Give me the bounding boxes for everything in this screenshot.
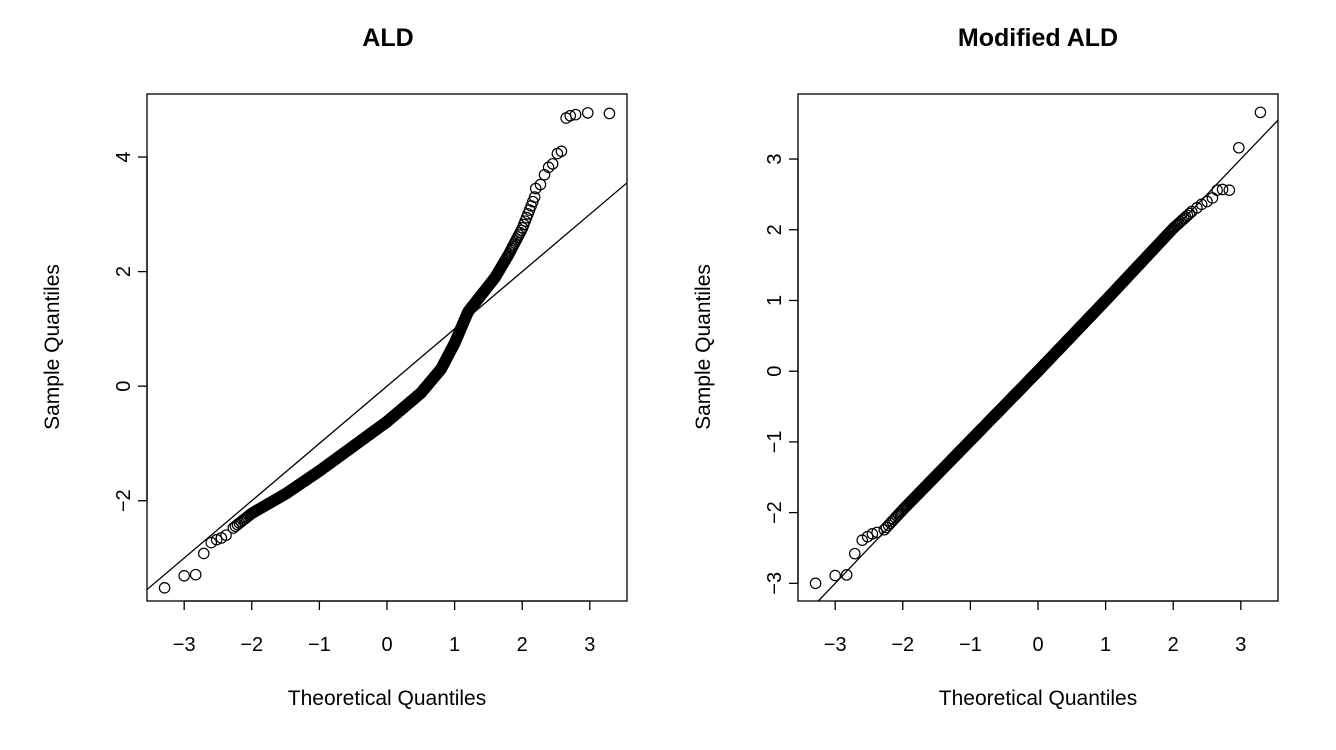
y-axis-label: Sample Quantiles [41,264,64,430]
y-axis-label: Sample Quantiles [692,264,715,430]
x-tick-label: −3 [824,634,847,656]
data-point [1216,183,1229,196]
data-point [197,547,210,560]
x-tick-label: 0 [1032,634,1043,656]
chart-title: ALD [362,24,413,52]
x-axis: −3 −2 −1 0 1 2 3 [173,600,595,656]
data-point [829,569,841,582]
x-axis: −3 −2 −1 0 1 2 3 [824,600,1246,656]
x-tick-label: −1 [959,634,982,656]
data-point [1254,106,1267,119]
x-tick-label: 1 [449,634,460,656]
data-point [210,533,223,546]
data-points [158,107,616,594]
y-tick-label: 0 [113,381,135,392]
data-point [840,569,853,581]
x-tick-label: −2 [240,634,263,656]
x-tick-label: −3 [173,634,196,656]
y-tick-label: −3 [764,572,786,595]
x-axis-label: Theoretical Quantiles [288,687,486,710]
x-tick-label: 1 [1100,634,1111,656]
y-axis: −3 −2 −1 0 1 2 3 [764,153,799,595]
y-tick-label: 2 [113,266,135,277]
data-point [205,536,218,549]
qq-panel-ald: ALD Theoretical Quantiles Sample Quantil… [41,24,628,710]
y-tick-label: 1 [764,295,786,306]
data-points [809,106,1267,590]
data-point [546,158,559,170]
data-point [603,107,616,120]
data-point [178,569,190,582]
data-point [569,108,582,121]
x-tick-label: −2 [891,634,914,656]
x-tick-label: 2 [1168,634,1179,656]
data-point [848,547,861,560]
data-point [555,145,568,158]
y-tick-label: 4 [113,151,135,162]
data-point [528,191,541,203]
chart-title: Modified ALD [958,24,1118,52]
data-point [534,178,547,191]
data-point [1183,207,1196,220]
y-tick-label: 0 [764,366,786,377]
y-tick-label: −1 [764,430,786,453]
y-tick-label: −2 [113,489,135,512]
data-point [1211,184,1223,196]
x-tick-label: 3 [1235,634,1246,656]
y-tick-label: 2 [764,224,786,235]
data-point [871,526,883,539]
qq-panel-modified-ald: Modified ALD Theoretical Quantiles Sampl… [692,24,1279,710]
y-tick-label: −2 [764,501,786,524]
data-point [564,109,577,122]
data-point [542,161,555,174]
x-tick-label: 2 [517,634,528,656]
data-point [1195,198,1208,211]
data-point [581,107,594,119]
plot-frame [797,93,1279,602]
y-tick-label: 3 [764,153,786,164]
data-point [189,568,202,581]
data-point [158,582,171,594]
data-point [866,528,879,540]
data-point [809,577,822,590]
x-tick-label: 0 [381,634,392,656]
x-axis-label: Theoretical Quantiles [939,687,1137,710]
plot-frame [146,93,628,602]
qq-line [147,181,627,591]
reference-line [147,181,627,591]
data-point [878,523,891,536]
x-tick-label: −1 [308,634,331,656]
data-point [1223,184,1236,196]
data-point [1232,141,1245,154]
y-axis: −2 0 2 4 [113,151,148,512]
x-tick-label: 3 [584,634,595,656]
data-point [1181,209,1194,222]
data-point [220,529,232,541]
